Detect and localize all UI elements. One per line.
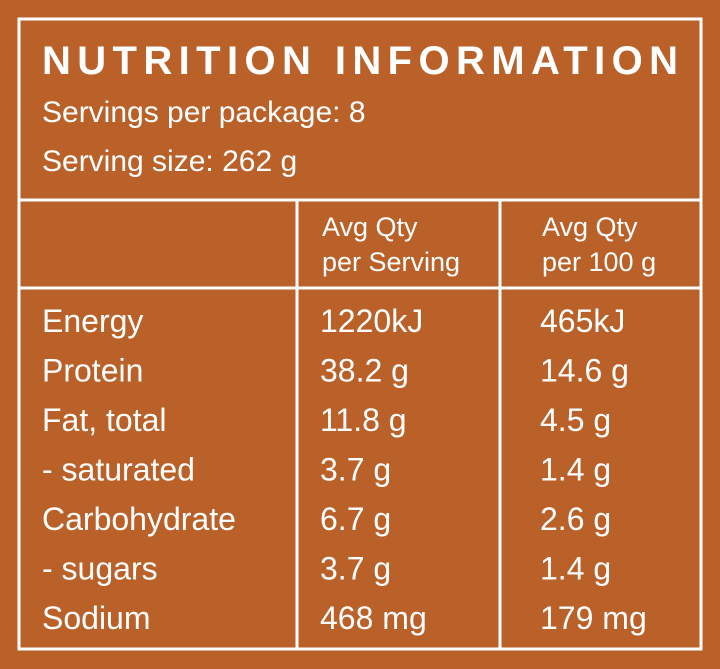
nutrient-value: 14.6 g — [540, 353, 629, 389]
nutrient-value: 465kJ — [540, 303, 625, 339]
nutrient-value: 6.7 g — [320, 501, 391, 537]
nutrient-name: Protein — [42, 353, 143, 389]
nutrient-name: Carbohydrate — [42, 501, 236, 537]
column-header: Avg Qty — [542, 212, 638, 242]
title: NUTRITION INFORMATION — [42, 39, 678, 83]
nutrient-value: 4.5 g — [540, 402, 611, 438]
nutrient-name: Energy — [42, 303, 143, 339]
nutrient-value: 1.4 g — [540, 551, 611, 587]
nutrient-value: 11.8 g — [320, 402, 407, 438]
nutrient-name: Fat, total — [42, 402, 167, 438]
nutrient-value: 1220kJ — [320, 303, 423, 339]
column-header: per Serving — [322, 247, 460, 277]
nutrient-name: - saturated — [42, 452, 195, 488]
servings-per-package: Servings per package: 8 — [42, 96, 366, 129]
nutrient-name: Sodium — [42, 600, 151, 636]
nutrient-value: 3.7 g — [320, 551, 391, 587]
nutrient-value: 468 mg — [320, 600, 427, 636]
nutrient-name: - sugars — [42, 551, 158, 587]
nutrient-value: 179 mg — [540, 600, 647, 636]
nutrient-value: 38.2 g — [320, 353, 409, 389]
column-header: Avg Qty — [322, 212, 418, 242]
nutrient-value: 3.7 g — [320, 452, 391, 488]
serving-size: Serving size: 262 g — [42, 145, 297, 178]
nutrient-value: 1.4 g — [540, 452, 611, 488]
nutrient-value: 2.6 g — [540, 501, 611, 537]
outer-border — [17, 17, 703, 651]
column-header: per 100 g — [542, 247, 656, 277]
